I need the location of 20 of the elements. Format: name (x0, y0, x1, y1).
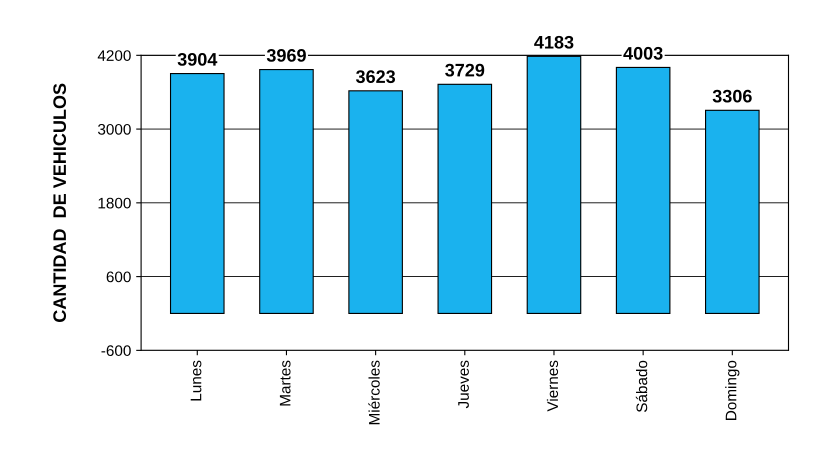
y-tick-label: -600 (101, 345, 131, 356)
data-label: 3969 (266, 49, 306, 62)
y-tick-label: 600 (106, 271, 131, 282)
x-tick-label: Miércoles (368, 360, 380, 424)
y-tick-label: 4200 (98, 50, 131, 62)
data-label: 3904 (178, 52, 218, 66)
x-tick-label: Lunes (190, 360, 202, 400)
data-label: 3729 (445, 64, 484, 77)
y-tick-label: 3000 (98, 124, 131, 135)
y-tick-label: 1800 (98, 198, 131, 209)
x-tick-label: Viernes (546, 360, 558, 412)
y-axis-title: CANTIDAD DE VEHICULOS (53, 84, 66, 322)
x-tick-label: Sábado (636, 360, 648, 412)
data-label: 4183 (534, 36, 574, 49)
x-tick-label: Martes (280, 360, 291, 406)
x-tick-label: Domingo (725, 360, 740, 420)
data-label: 3306 (712, 90, 752, 103)
data-label: 4003 (623, 46, 663, 60)
data-label: 3623 (356, 70, 396, 84)
x-tick-label: Jueves (458, 360, 469, 408)
